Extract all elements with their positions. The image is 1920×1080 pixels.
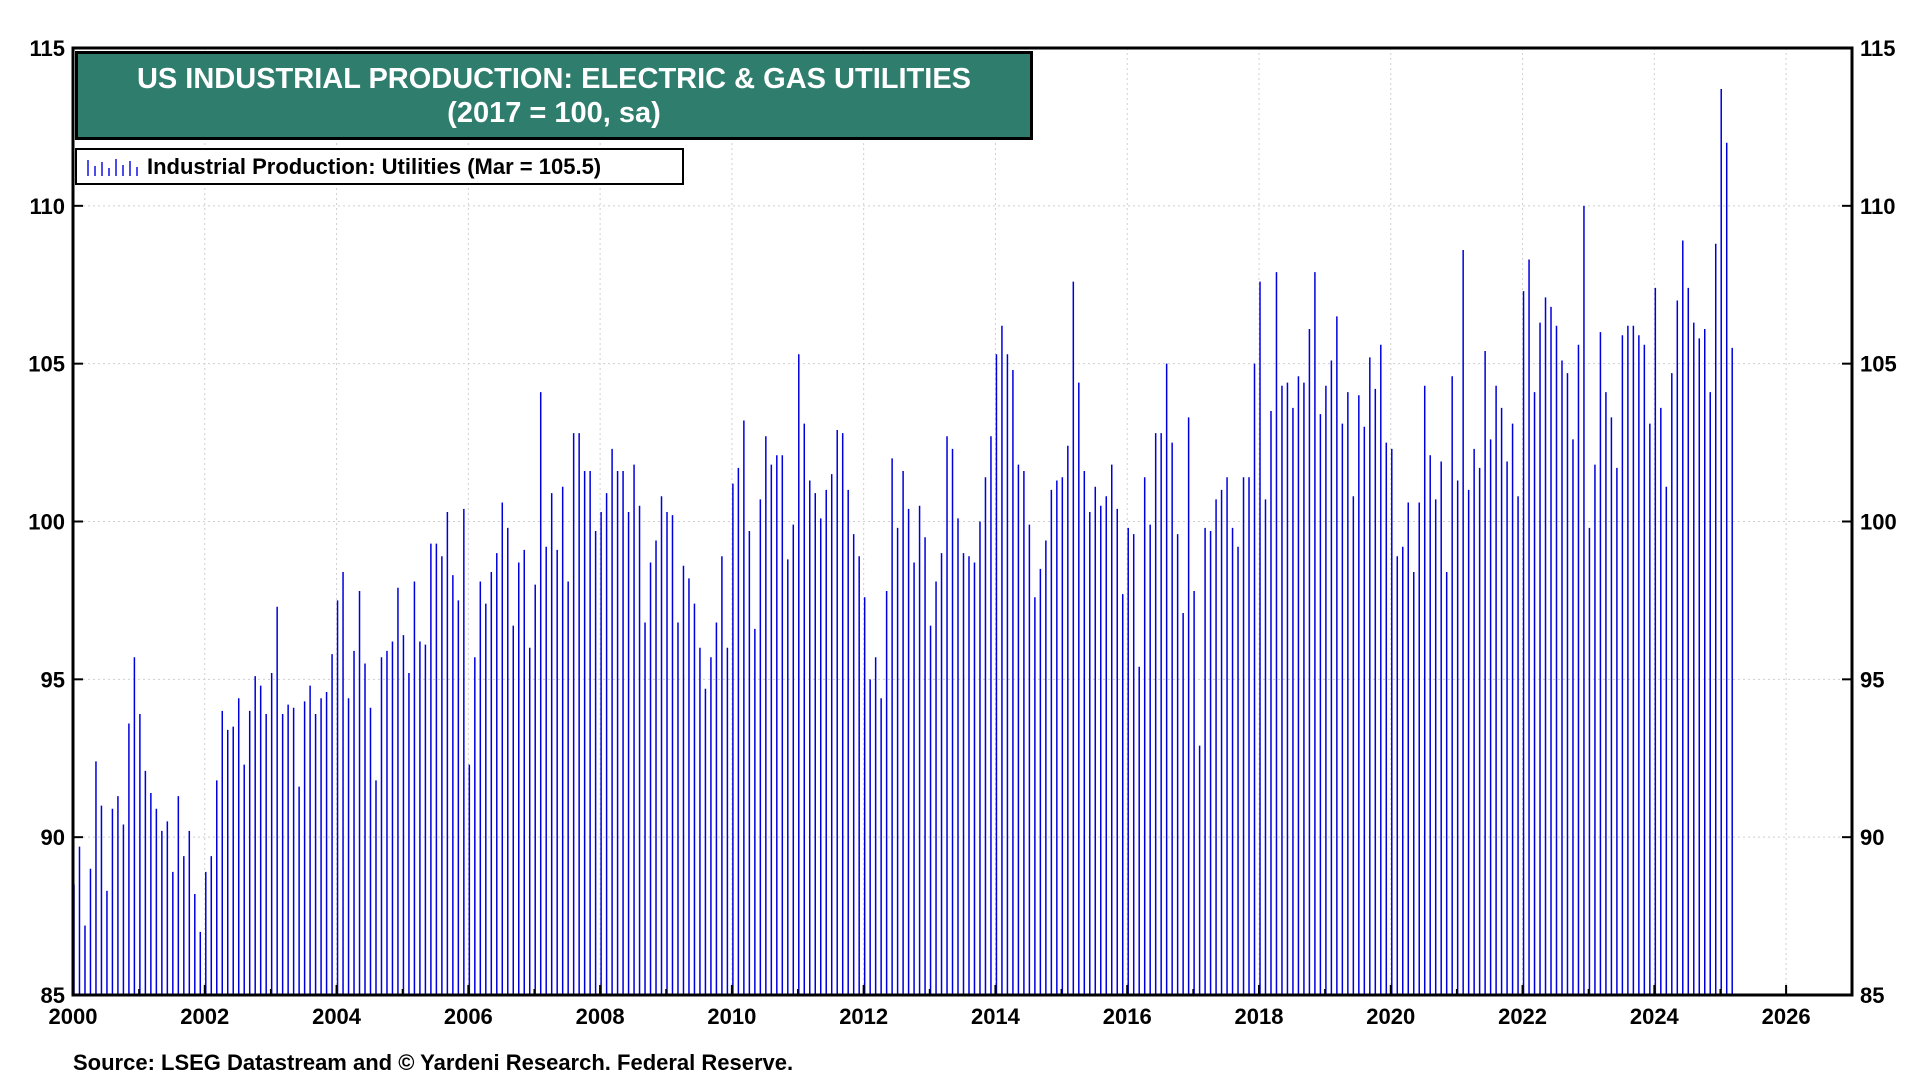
y-tick-label-right: 90	[1860, 825, 1884, 850]
y-tick-label-left: 110	[30, 194, 66, 219]
source-note: Source: LSEG Datastream and © Yardeni Re…	[73, 1050, 794, 1075]
x-tick-label: 2014	[971, 1004, 1021, 1029]
y-tick-label-right: 100	[1860, 510, 1897, 535]
x-tick-label: 2018	[1235, 1004, 1284, 1029]
y-tick-label-right: 85	[1860, 983, 1884, 1008]
x-tick-label: 2002	[180, 1004, 229, 1029]
y-tick-label-left: 90	[41, 825, 65, 850]
y-tick-label-right: 110	[1860, 194, 1896, 219]
chart-title-box: US INDUSTRIAL PRODUCTION: ELECTRIC & GAS…	[75, 51, 1033, 140]
x-tick-label: 2010	[707, 1004, 756, 1029]
y-tick-label-right: 95	[1860, 667, 1884, 692]
legend: Industrial Production: Utilities (Mar = …	[75, 148, 684, 185]
legend-swatch-icon	[87, 158, 138, 176]
x-tick-label: 2000	[49, 1004, 98, 1029]
grid	[73, 47, 1852, 996]
y-tick-label-left: 105	[28, 352, 65, 377]
x-tick-label: 2008	[576, 1004, 625, 1029]
y-tick-label-right: 115	[1860, 36, 1896, 61]
chart-title: US INDUSTRIAL PRODUCTION: ELECTRIC & GAS…	[136, 63, 972, 95]
bar-series	[73, 89, 1733, 995]
x-tick-label: 2020	[1366, 1004, 1415, 1029]
x-tick-label: 2006	[444, 1004, 493, 1029]
y-tick-label-left: 115	[30, 36, 66, 61]
axis-ticks	[72, 47, 1853, 996]
y-tick-label-left: 85	[41, 983, 65, 1008]
x-tick-label: 2022	[1498, 1004, 1547, 1029]
x-tick-label: 2026	[1762, 1004, 1811, 1029]
y-tick-label-right: 105	[1860, 352, 1897, 377]
axis-labels: 85 85 90 90 95 95 100 100 105 105 110 110 115 115 2000…	[28, 36, 1896, 1029]
legend-label: Industrial Production: Utilities (Mar = …	[147, 153, 602, 179]
x-tick-label: 2012	[839, 1004, 888, 1029]
y-tick-label-left: 100	[28, 510, 65, 535]
x-tick-label: 2024	[1630, 1004, 1680, 1029]
chart-subtitle: (2017 = 100, sa)	[447, 97, 661, 129]
y-tick-label-left: 95	[41, 667, 65, 692]
x-tick-label: 2004	[312, 1004, 362, 1029]
x-tick-label: 2016	[1103, 1004, 1152, 1029]
